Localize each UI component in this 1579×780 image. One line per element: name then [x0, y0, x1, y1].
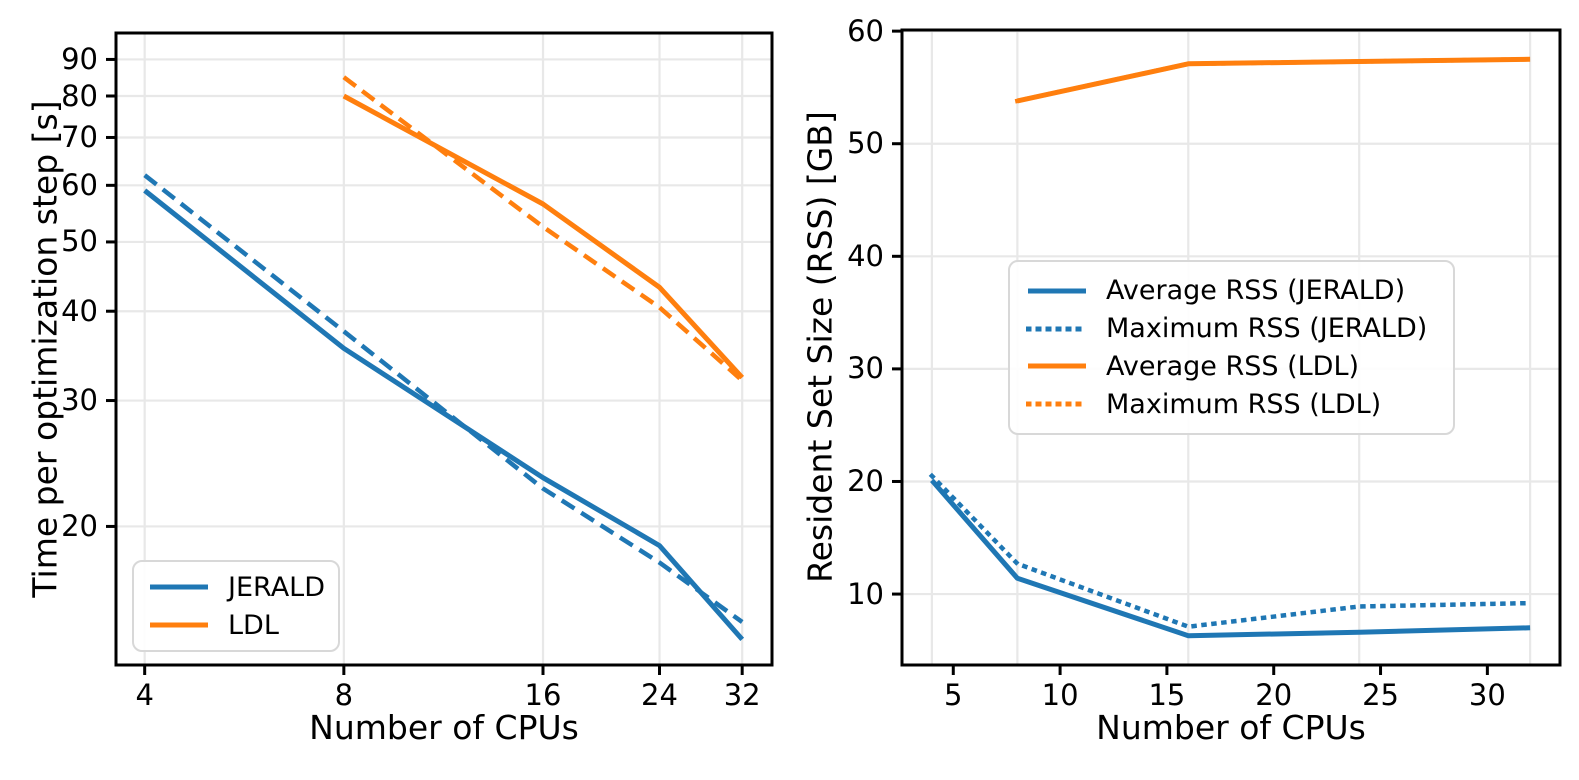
y-tick-label: 10: [847, 576, 884, 611]
x-tick-label: 4: [135, 678, 154, 712]
y-tick-label: 30: [61, 383, 98, 418]
time-per-step-plot-area: [106, 31, 774, 675]
avg-rss-jerald-line-swatch-icon: [1028, 288, 1086, 294]
ldl-line-swatch-icon: [150, 622, 208, 628]
y-tick-label: 90: [61, 41, 98, 76]
maximum-rss-ldl--line: [1014, 57, 1533, 104]
legend-label: LDL: [228, 609, 279, 641]
right-legend: Average RSS (JERALD) Maximum RSS (JERALD…: [1008, 260, 1455, 435]
x-tick-label: 25: [1362, 678, 1399, 712]
legend-item-max-rss-ldl: Maximum RSS (LDL): [1026, 389, 1437, 420]
y-tick-label: 70: [61, 119, 98, 154]
ldl-scaling-fit-line: [342, 75, 744, 383]
legend-label: JERALD: [228, 571, 325, 603]
legend-label: Maximum RSS (LDL): [1106, 388, 1382, 420]
y-tick-label: 20: [61, 508, 98, 543]
x-tick-label: 16: [524, 678, 562, 712]
legend-label: Average RSS (JERALD): [1106, 275, 1406, 307]
jerald-line-swatch-icon: [150, 584, 208, 590]
axes-frame: [114, 31, 774, 667]
y-tick-label: 40: [61, 293, 98, 328]
y-tick-label: 50: [847, 126, 884, 161]
legend-item-ldl: LDL: [148, 610, 324, 641]
x-tick-label: 30: [1468, 678, 1506, 712]
avg-rss-ldl-line-swatch-icon: [1028, 363, 1086, 369]
left-legend: JERALD LDL: [132, 560, 340, 652]
axes-frame: [900, 28, 1562, 667]
max-rss-ldl-dotted-swatch-icon: [1026, 401, 1088, 407]
legend-item-avg-rss-ldl: Average RSS (LDL): [1026, 351, 1437, 382]
average-rss-ldl--line: [1016, 56, 1531, 104]
legend-item-max-rss-jerald: Maximum RSS (JERALD): [1026, 313, 1437, 344]
right-x-axis-label: Number of CPUs: [1096, 708, 1366, 747]
y-tick-label: 20: [847, 463, 884, 498]
x-tick-label: 5: [944, 678, 963, 712]
average-rss-jerald--line: [930, 478, 1531, 639]
left-x-axis-label: Number of CPUs: [309, 708, 579, 747]
y-tick-label: 50: [61, 224, 98, 259]
jerald-scaling-fit-line: [143, 173, 744, 624]
legend-item-avg-rss-jerald: Average RSS (JERALD): [1026, 275, 1437, 306]
y-tick-label: 30: [847, 351, 884, 386]
x-tick-label: 8: [334, 678, 354, 712]
maximum-rss-jerald--line: [928, 472, 1533, 629]
y-tick-label: 60: [847, 13, 884, 48]
max-rss-jerald-dotted-swatch-icon: [1026, 326, 1088, 332]
legend-label: Maximum RSS (JERALD): [1106, 313, 1428, 345]
y-tick-label: 60: [61, 167, 98, 202]
legend-item-jerald: JERALD: [148, 571, 325, 603]
x-tick-label: 24: [641, 678, 678, 712]
x-tick-label: 15: [1148, 678, 1186, 712]
y-tick-label: 80: [61, 78, 98, 113]
x-tick-label: 10: [1041, 678, 1079, 712]
y-tick-label: 40: [847, 238, 884, 273]
right-y-axis-label: Resident Set Size (RSS) [GB]: [800, 111, 840, 583]
x-tick-label: 20: [1255, 678, 1293, 712]
x-tick-label: 32: [723, 678, 761, 712]
jerald-line: [143, 188, 745, 642]
legend-label: Average RSS (LDL): [1106, 350, 1360, 382]
